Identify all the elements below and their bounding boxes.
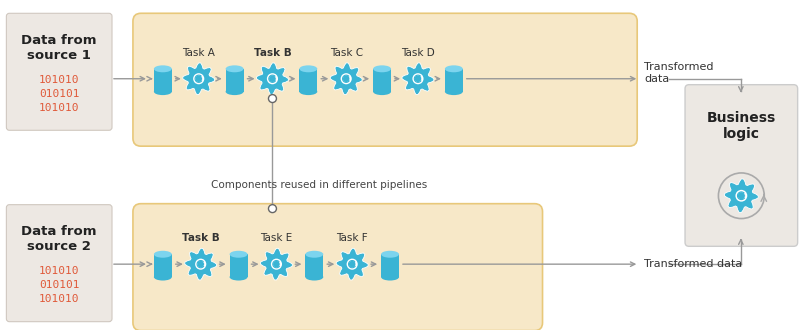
FancyBboxPatch shape [6, 13, 112, 130]
Text: Transformed
data: Transformed data [644, 62, 714, 84]
FancyBboxPatch shape [133, 13, 637, 146]
FancyBboxPatch shape [305, 254, 323, 277]
FancyBboxPatch shape [133, 204, 543, 331]
Text: Task E: Task E [260, 233, 292, 243]
FancyBboxPatch shape [229, 254, 248, 277]
Text: Task F: Task F [336, 233, 368, 243]
Text: Data from
source 1: Data from source 1 [21, 34, 97, 62]
Polygon shape [183, 63, 215, 95]
Ellipse shape [445, 65, 463, 72]
FancyBboxPatch shape [154, 254, 172, 277]
Ellipse shape [300, 88, 318, 95]
Ellipse shape [381, 251, 399, 258]
Polygon shape [724, 179, 758, 213]
Circle shape [271, 259, 282, 270]
Circle shape [268, 205, 276, 213]
Circle shape [737, 192, 745, 200]
Ellipse shape [154, 251, 172, 258]
FancyBboxPatch shape [226, 69, 244, 92]
Circle shape [735, 190, 748, 202]
Ellipse shape [373, 88, 391, 95]
Text: Task B: Task B [181, 233, 220, 243]
Circle shape [415, 75, 421, 82]
Circle shape [412, 73, 424, 84]
Polygon shape [257, 63, 288, 95]
Polygon shape [261, 248, 292, 280]
Text: Components reused in different pipelines: Components reused in different pipelines [211, 180, 427, 190]
FancyBboxPatch shape [381, 254, 399, 277]
Ellipse shape [305, 274, 323, 281]
Ellipse shape [226, 88, 244, 95]
Ellipse shape [381, 274, 399, 281]
Circle shape [348, 260, 356, 268]
Circle shape [197, 260, 204, 268]
FancyBboxPatch shape [6, 205, 112, 322]
Ellipse shape [226, 65, 244, 72]
FancyBboxPatch shape [300, 69, 318, 92]
Circle shape [347, 259, 358, 270]
FancyBboxPatch shape [685, 85, 798, 246]
Text: Task D: Task D [401, 48, 435, 58]
Ellipse shape [300, 65, 318, 72]
Polygon shape [336, 248, 368, 280]
Ellipse shape [154, 88, 172, 95]
Ellipse shape [154, 65, 172, 72]
Circle shape [341, 73, 352, 84]
Text: Business
logic: Business logic [706, 111, 776, 141]
Polygon shape [185, 248, 216, 280]
FancyBboxPatch shape [373, 69, 391, 92]
Ellipse shape [229, 274, 248, 281]
Circle shape [343, 75, 350, 82]
Polygon shape [402, 63, 434, 95]
FancyBboxPatch shape [445, 69, 463, 92]
Text: 101010
010101
101010: 101010 010101 101010 [39, 74, 79, 113]
Text: Data from
source 2: Data from source 2 [21, 225, 97, 253]
Circle shape [268, 95, 276, 103]
Ellipse shape [373, 65, 391, 72]
Text: Task C: Task C [330, 48, 363, 58]
Text: 101010
010101
101010: 101010 010101 101010 [39, 266, 79, 304]
Circle shape [269, 75, 276, 82]
Ellipse shape [229, 251, 248, 258]
Polygon shape [330, 63, 362, 95]
Circle shape [195, 75, 202, 82]
FancyBboxPatch shape [154, 69, 172, 92]
Ellipse shape [445, 88, 463, 95]
Ellipse shape [305, 251, 323, 258]
Text: Task A: Task A [182, 48, 215, 58]
Text: Task B: Task B [254, 48, 292, 58]
Text: Transformed data: Transformed data [644, 259, 743, 269]
Circle shape [273, 260, 280, 268]
Circle shape [266, 73, 278, 84]
Circle shape [195, 259, 207, 270]
Ellipse shape [154, 274, 172, 281]
Circle shape [193, 73, 204, 84]
